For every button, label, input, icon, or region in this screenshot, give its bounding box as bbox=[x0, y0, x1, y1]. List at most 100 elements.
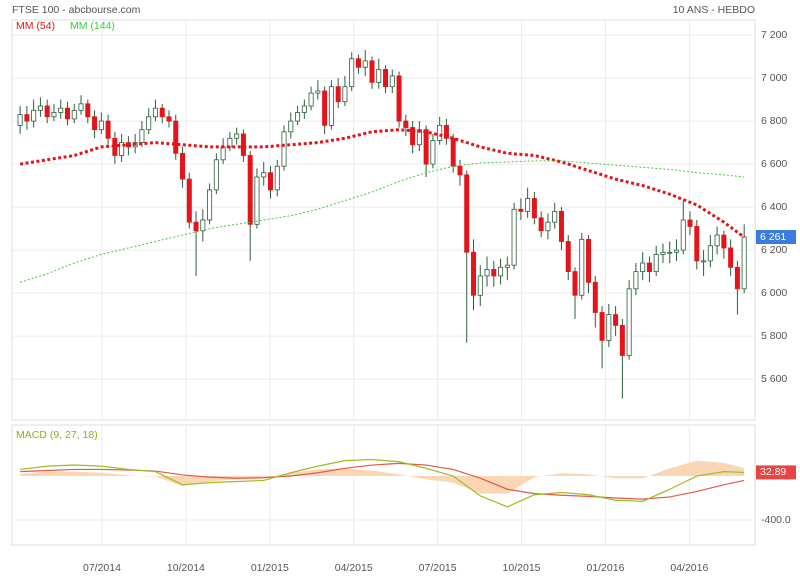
candle-body bbox=[680, 219, 686, 251]
x-tick-label: 07/2015 bbox=[419, 562, 457, 574]
candle-body bbox=[734, 266, 740, 290]
candle-body bbox=[376, 69, 382, 83]
y-tick-label: 6 400 bbox=[761, 201, 787, 213]
candle-body bbox=[71, 109, 77, 120]
candle-body bbox=[159, 107, 165, 118]
candle-body bbox=[173, 120, 179, 154]
candle-body bbox=[646, 262, 652, 273]
y-tick-label: 5 800 bbox=[761, 330, 787, 342]
candle-body bbox=[166, 116, 172, 122]
macd-title: MACD (9, 27, 18) bbox=[16, 429, 98, 441]
candle-body bbox=[443, 124, 449, 139]
chart-subtitle: 10 ANS - HEBDO bbox=[673, 4, 755, 16]
candle-body bbox=[24, 114, 30, 122]
x-tick-label: 01/2015 bbox=[251, 562, 289, 574]
candle-body bbox=[281, 131, 287, 167]
y-tick-label: 5 600 bbox=[761, 373, 787, 385]
price-badge bbox=[756, 229, 796, 244]
candle-body bbox=[694, 226, 700, 262]
candle-body bbox=[572, 271, 578, 296]
candle-body bbox=[707, 245, 713, 262]
candle-body bbox=[416, 129, 422, 146]
candle-body bbox=[180, 152, 186, 180]
candle-body bbox=[254, 176, 260, 225]
candle-body bbox=[667, 251, 673, 254]
candle-body bbox=[396, 75, 402, 122]
candle-body bbox=[498, 266, 504, 277]
candle-body bbox=[633, 271, 639, 290]
candle-body bbox=[626, 288, 632, 356]
candle-body bbox=[119, 142, 125, 156]
candle-body bbox=[538, 217, 544, 232]
candle-body bbox=[261, 172, 267, 178]
candle-body bbox=[714, 234, 720, 247]
moving-average bbox=[19, 160, 745, 283]
candle-body bbox=[403, 120, 409, 128]
candle-body bbox=[234, 133, 240, 139]
candle-body bbox=[328, 86, 334, 126]
y-tick-label: 6 600 bbox=[761, 158, 787, 170]
candle-body bbox=[349, 58, 355, 88]
chart-title: FTSE 100 - abcbourse.com bbox=[12, 4, 141, 16]
candle-body bbox=[362, 60, 368, 68]
x-tick-label: 04/2015 bbox=[335, 562, 373, 574]
candle-body bbox=[579, 238, 585, 296]
candle-body bbox=[464, 174, 470, 253]
candle-body bbox=[741, 236, 747, 290]
candle-body bbox=[207, 189, 213, 221]
candle-body bbox=[17, 114, 23, 126]
candle-body bbox=[450, 137, 456, 167]
candle-body bbox=[504, 264, 510, 268]
candle-body bbox=[213, 159, 219, 191]
macd-histogram bbox=[20, 460, 745, 494]
candle-body bbox=[227, 137, 233, 148]
candle-body bbox=[484, 269, 490, 277]
candle-body bbox=[139, 129, 145, 143]
candle-body bbox=[152, 107, 158, 118]
y-tick-label: 6 000 bbox=[761, 287, 787, 299]
candle-body bbox=[674, 249, 680, 253]
candle-body bbox=[315, 90, 321, 94]
candle-body bbox=[613, 314, 619, 326]
candle-body bbox=[274, 165, 280, 191]
candle-body bbox=[592, 281, 598, 313]
x-tick-label: 01/2016 bbox=[586, 562, 624, 574]
candle-body bbox=[44, 105, 50, 118]
candle-body bbox=[64, 107, 70, 120]
candle-body bbox=[423, 129, 429, 165]
x-tick-label: 04/2016 bbox=[670, 562, 708, 574]
candle-body bbox=[31, 109, 37, 122]
candle-body bbox=[200, 219, 206, 232]
candle-body bbox=[301, 105, 307, 113]
candle-body bbox=[98, 120, 104, 131]
candle-body bbox=[437, 124, 443, 141]
candle-body bbox=[586, 238, 592, 283]
candle-body bbox=[491, 269, 497, 277]
candle-body bbox=[619, 324, 625, 356]
candle-body bbox=[558, 210, 564, 242]
candle-body bbox=[471, 251, 476, 296]
candle-body bbox=[389, 75, 395, 88]
price-panel bbox=[11, 19, 756, 421]
candle-body bbox=[477, 275, 483, 296]
candle-body bbox=[37, 105, 43, 111]
macd-badge bbox=[756, 465, 796, 480]
candle-body bbox=[410, 127, 416, 146]
y-tick-label: -400.0 bbox=[761, 514, 791, 526]
x-tick-label: 10/2015 bbox=[503, 562, 541, 574]
candle-body bbox=[660, 251, 666, 255]
candle-body bbox=[240, 133, 246, 156]
candle-body bbox=[687, 219, 693, 227]
x-tick-label: 10/2014 bbox=[167, 562, 205, 574]
candle-body bbox=[653, 254, 659, 273]
candle-body bbox=[308, 92, 314, 107]
candle-body bbox=[267, 172, 273, 191]
candle-body bbox=[105, 120, 111, 139]
candle-body bbox=[552, 210, 558, 223]
candle-body bbox=[525, 198, 531, 212]
macd-badge-label: 32.89 bbox=[760, 466, 786, 478]
candle-body bbox=[322, 90, 328, 126]
candle-body bbox=[430, 140, 436, 165]
y-tick-label: 6 800 bbox=[761, 115, 787, 127]
